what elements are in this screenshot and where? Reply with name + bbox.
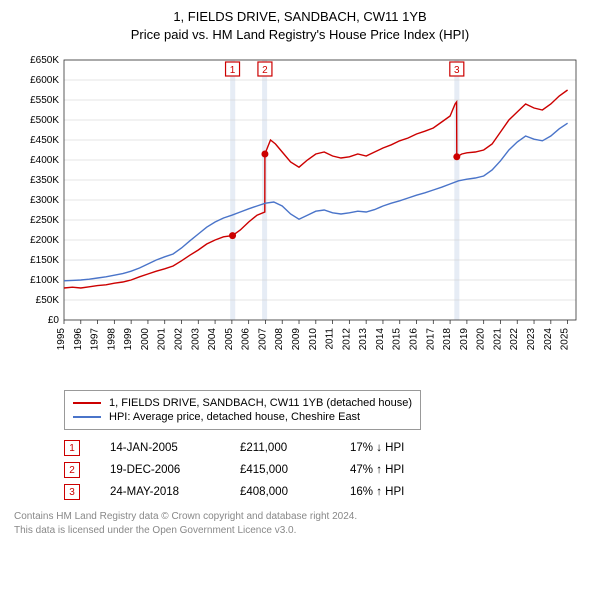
- x-tick-label: 2010: [308, 328, 319, 351]
- x-tick-label: 2013: [358, 328, 369, 351]
- x-tick-label: 1998: [106, 328, 117, 351]
- event-date: 24-MAY-2018: [110, 486, 240, 498]
- x-tick-label: 2020: [476, 328, 487, 351]
- y-tick-label: £450K: [30, 135, 59, 146]
- x-tick-label: 2002: [174, 328, 185, 351]
- x-tick-label: 2022: [509, 328, 520, 351]
- x-tick-label: 2012: [341, 328, 352, 351]
- event-marker-icon: 3: [64, 484, 80, 500]
- x-tick-label: 1996: [73, 328, 84, 351]
- legend-label: 1, FIELDS DRIVE, SANDBACH, CW11 1YB (det…: [109, 397, 412, 409]
- event-band: [454, 60, 459, 320]
- legend-swatch: [73, 416, 101, 418]
- x-tick-label: 2008: [274, 328, 285, 351]
- y-tick-label: £350K: [30, 175, 59, 186]
- x-tick-label: 2021: [492, 328, 503, 351]
- y-tick-label: £200K: [30, 235, 59, 246]
- title-line-1: 1, FIELDS DRIVE, SANDBACH, CW11 1YB: [14, 8, 586, 26]
- event-point: [453, 154, 460, 161]
- y-tick-label: £100K: [30, 275, 59, 286]
- x-tick-label: 2009: [291, 328, 302, 351]
- event-diff: 47% ↑ HPI: [350, 464, 450, 476]
- attribution-line-2: This data is licensed under the Open Gov…: [14, 524, 586, 538]
- x-tick-label: 2017: [425, 328, 436, 351]
- x-tick-label: 2015: [392, 328, 403, 351]
- y-tick-label: £500K: [30, 115, 59, 126]
- x-tick-label: 2011: [325, 328, 336, 350]
- y-tick-label: £300K: [30, 195, 59, 206]
- event-band: [230, 60, 235, 320]
- event-marker-icon: 1: [64, 440, 80, 456]
- event-point: [229, 232, 236, 239]
- y-tick-label: £150K: [30, 255, 59, 266]
- legend-label: HPI: Average price, detached house, Ches…: [109, 411, 360, 423]
- chart-container: 1, FIELDS DRIVE, SANDBACH, CW11 1YB Pric…: [0, 0, 600, 545]
- x-tick-label: 2014: [375, 328, 386, 351]
- y-tick-label: £650K: [30, 55, 59, 66]
- legend-box: 1, FIELDS DRIVE, SANDBACH, CW11 1YB (det…: [64, 390, 421, 430]
- x-tick-label: 2007: [257, 328, 268, 351]
- event-row: 1 14-JAN-2005£211,00017% ↓ HPI: [64, 440, 586, 456]
- event-price: £211,000: [240, 442, 350, 454]
- x-tick-label: 2024: [543, 328, 554, 351]
- event-marker-number: 2: [262, 65, 268, 76]
- y-tick-label: £0: [48, 315, 60, 326]
- events-table: 1 14-JAN-2005£211,00017% ↓ HPI 2 19-DEC-200…: [64, 440, 586, 500]
- event-marker-icon: 2: [64, 462, 80, 478]
- x-tick-label: 1997: [90, 328, 101, 351]
- y-tick-label: £400K: [30, 155, 59, 166]
- event-marker-number: 3: [454, 65, 460, 76]
- event-price: £408,000: [240, 486, 350, 498]
- x-tick-label: 2005: [224, 328, 235, 351]
- event-row: 2 19-DEC-2006£415,00047% ↑ HPI: [64, 462, 586, 478]
- legend-row: 1, FIELDS DRIVE, SANDBACH, CW11 1YB (det…: [73, 397, 412, 409]
- series-hpi: [64, 124, 568, 282]
- x-tick-label: 2019: [459, 328, 470, 351]
- chart-svg: £0 £50K £100K £150K £200K £250K £300K £350K £400…: [14, 50, 586, 380]
- x-tick-label: 2000: [140, 328, 151, 351]
- title-block: 1, FIELDS DRIVE, SANDBACH, CW11 1YB Pric…: [14, 8, 586, 44]
- event-date: 19-DEC-2006: [110, 464, 240, 476]
- event-marker-number: 1: [230, 65, 236, 76]
- chart-area: £0 £50K £100K £150K £200K £250K £300K £350K £400…: [14, 50, 586, 380]
- event-diff: 16% ↑ HPI: [350, 486, 450, 498]
- legend-swatch: [73, 402, 101, 404]
- x-tick-label: 2003: [190, 328, 201, 351]
- x-tick-label: 1999: [123, 328, 134, 351]
- y-tick-label: £550K: [30, 95, 59, 106]
- plot-border: [64, 60, 576, 320]
- x-tick-label: 1995: [56, 328, 67, 351]
- event-diff: 17% ↓ HPI: [350, 442, 450, 454]
- attribution-block: Contains HM Land Registry data © Crown c…: [14, 510, 586, 537]
- event-row: 3 24-MAY-2018£408,00016% ↑ HPI: [64, 484, 586, 500]
- x-tick-label: 2006: [241, 328, 252, 351]
- y-tick-label: £250K: [30, 215, 59, 226]
- title-line-2: Price paid vs. HM Land Registry's House …: [14, 26, 586, 44]
- x-tick-label: 2001: [157, 328, 168, 351]
- x-tick-label: 2004: [207, 328, 218, 351]
- y-tick-label: £600K: [30, 75, 59, 86]
- y-tick-label: £50K: [36, 295, 60, 306]
- event-date: 14-JAN-2005: [110, 442, 240, 454]
- x-tick-label: 2018: [442, 328, 453, 351]
- legend-row: HPI: Average price, detached house, Ches…: [73, 411, 412, 423]
- attribution-line-1: Contains HM Land Registry data © Crown c…: [14, 510, 586, 524]
- event-point: [261, 151, 268, 158]
- x-tick-label: 2023: [526, 328, 537, 351]
- event-price: £415,000: [240, 464, 350, 476]
- x-tick-label: 2016: [409, 328, 420, 351]
- x-tick-label: 2025: [560, 328, 571, 351]
